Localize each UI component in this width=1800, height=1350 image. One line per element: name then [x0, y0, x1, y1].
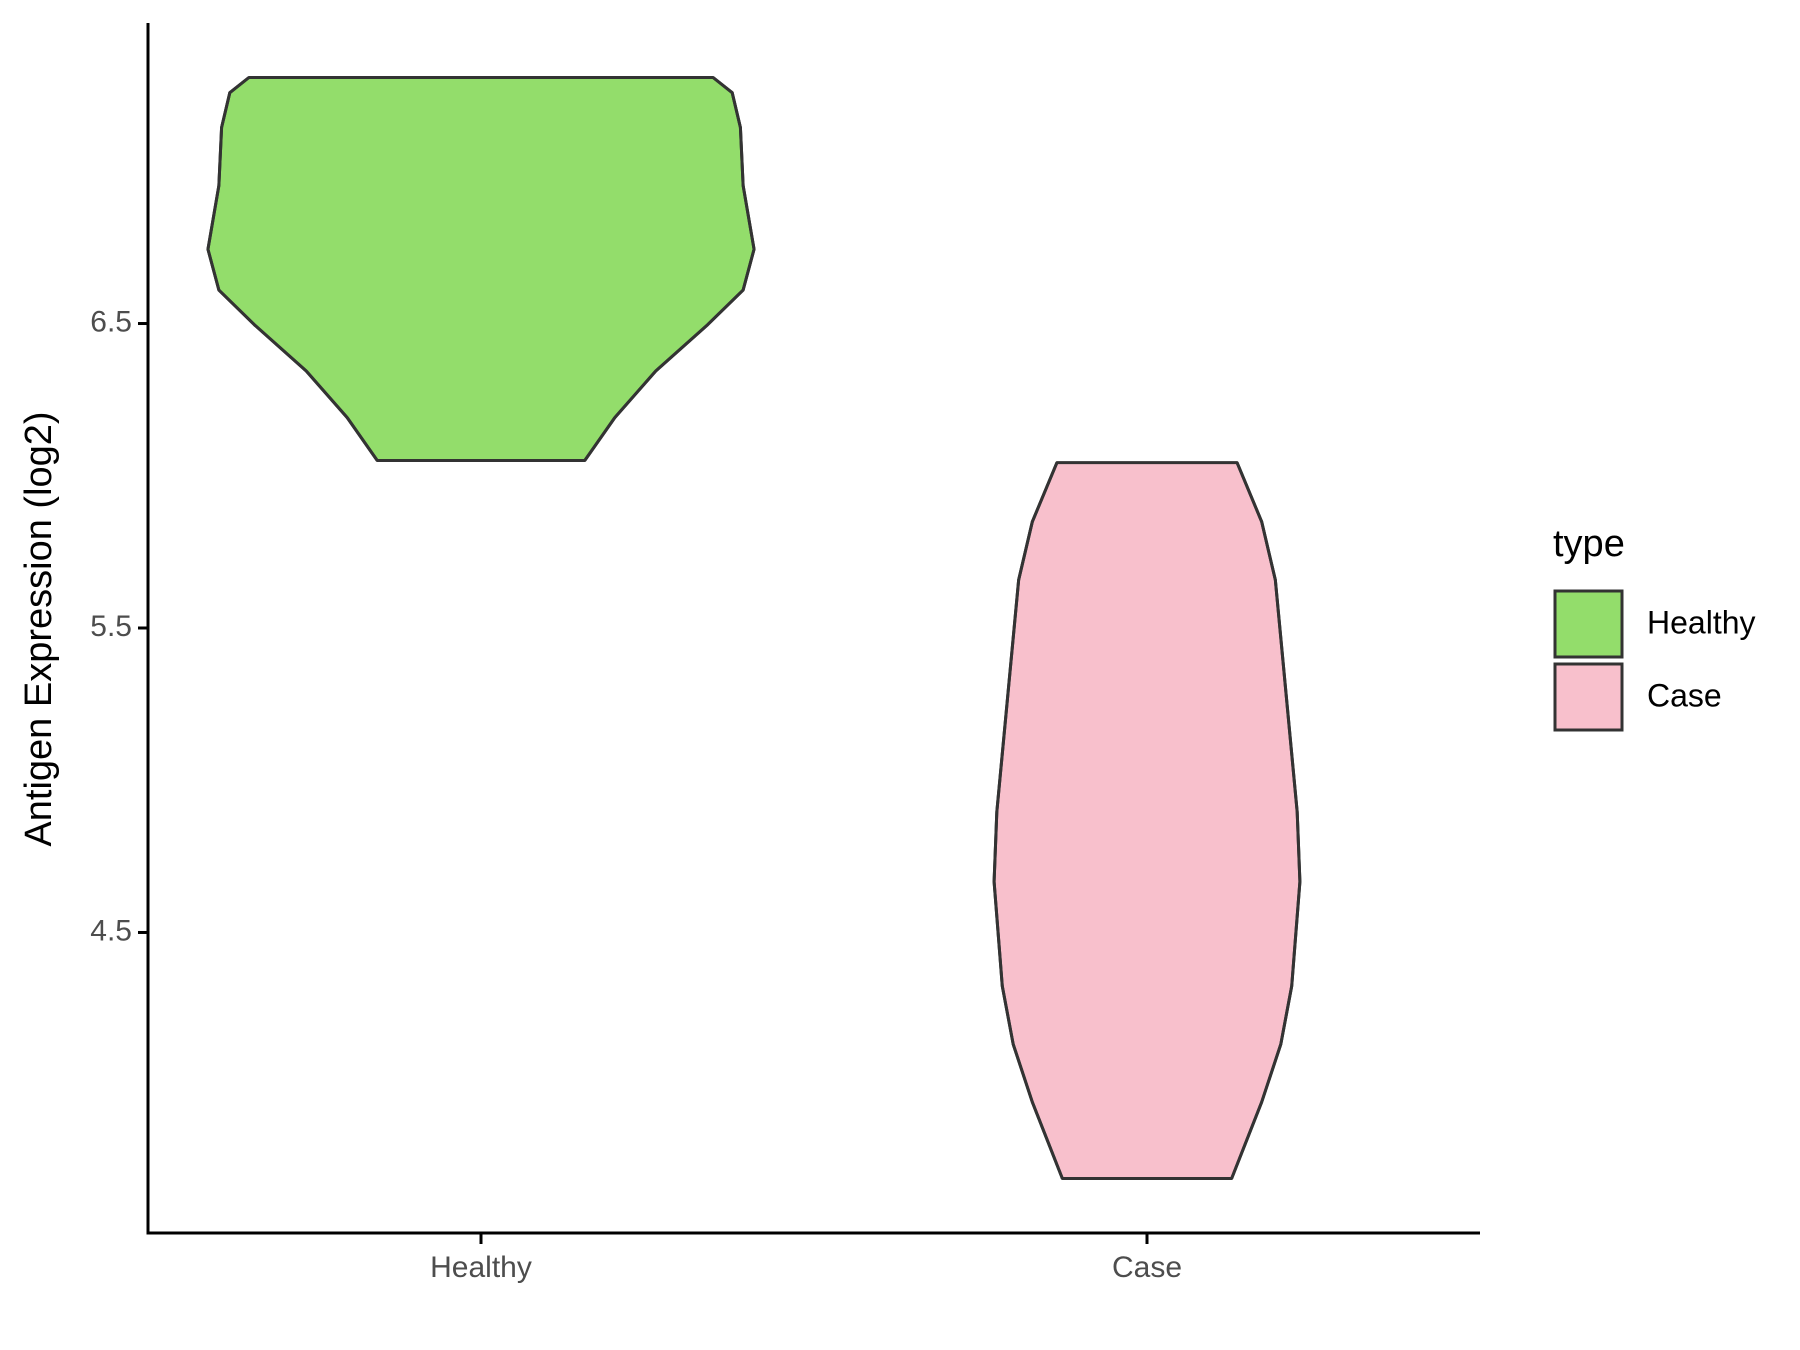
violin-body — [992, 461, 1302, 1180]
y-tick-label: 4.5 — [90, 914, 132, 947]
legend-label: Healthy — [1647, 604, 1756, 640]
y-tick-label: 5.5 — [90, 610, 132, 643]
violin-body — [206, 76, 756, 463]
y-axis-title: Antigen Expression (log2) — [18, 411, 60, 846]
x-tick-label: Healthy — [430, 1251, 532, 1284]
violin-right-half — [583, 76, 756, 462]
legend-key — [1553, 662, 1624, 732]
y-tick-label: 6.5 — [90, 305, 132, 338]
violin-left-half — [206, 76, 379, 462]
legend-key — [1553, 589, 1624, 659]
violin-left-half — [992, 462, 1064, 1180]
x-tick-label: Case — [1112, 1251, 1182, 1284]
legend-label: Case — [1647, 677, 1722, 713]
legend-title: type — [1553, 523, 1625, 565]
violin-right-half — [1230, 462, 1302, 1180]
